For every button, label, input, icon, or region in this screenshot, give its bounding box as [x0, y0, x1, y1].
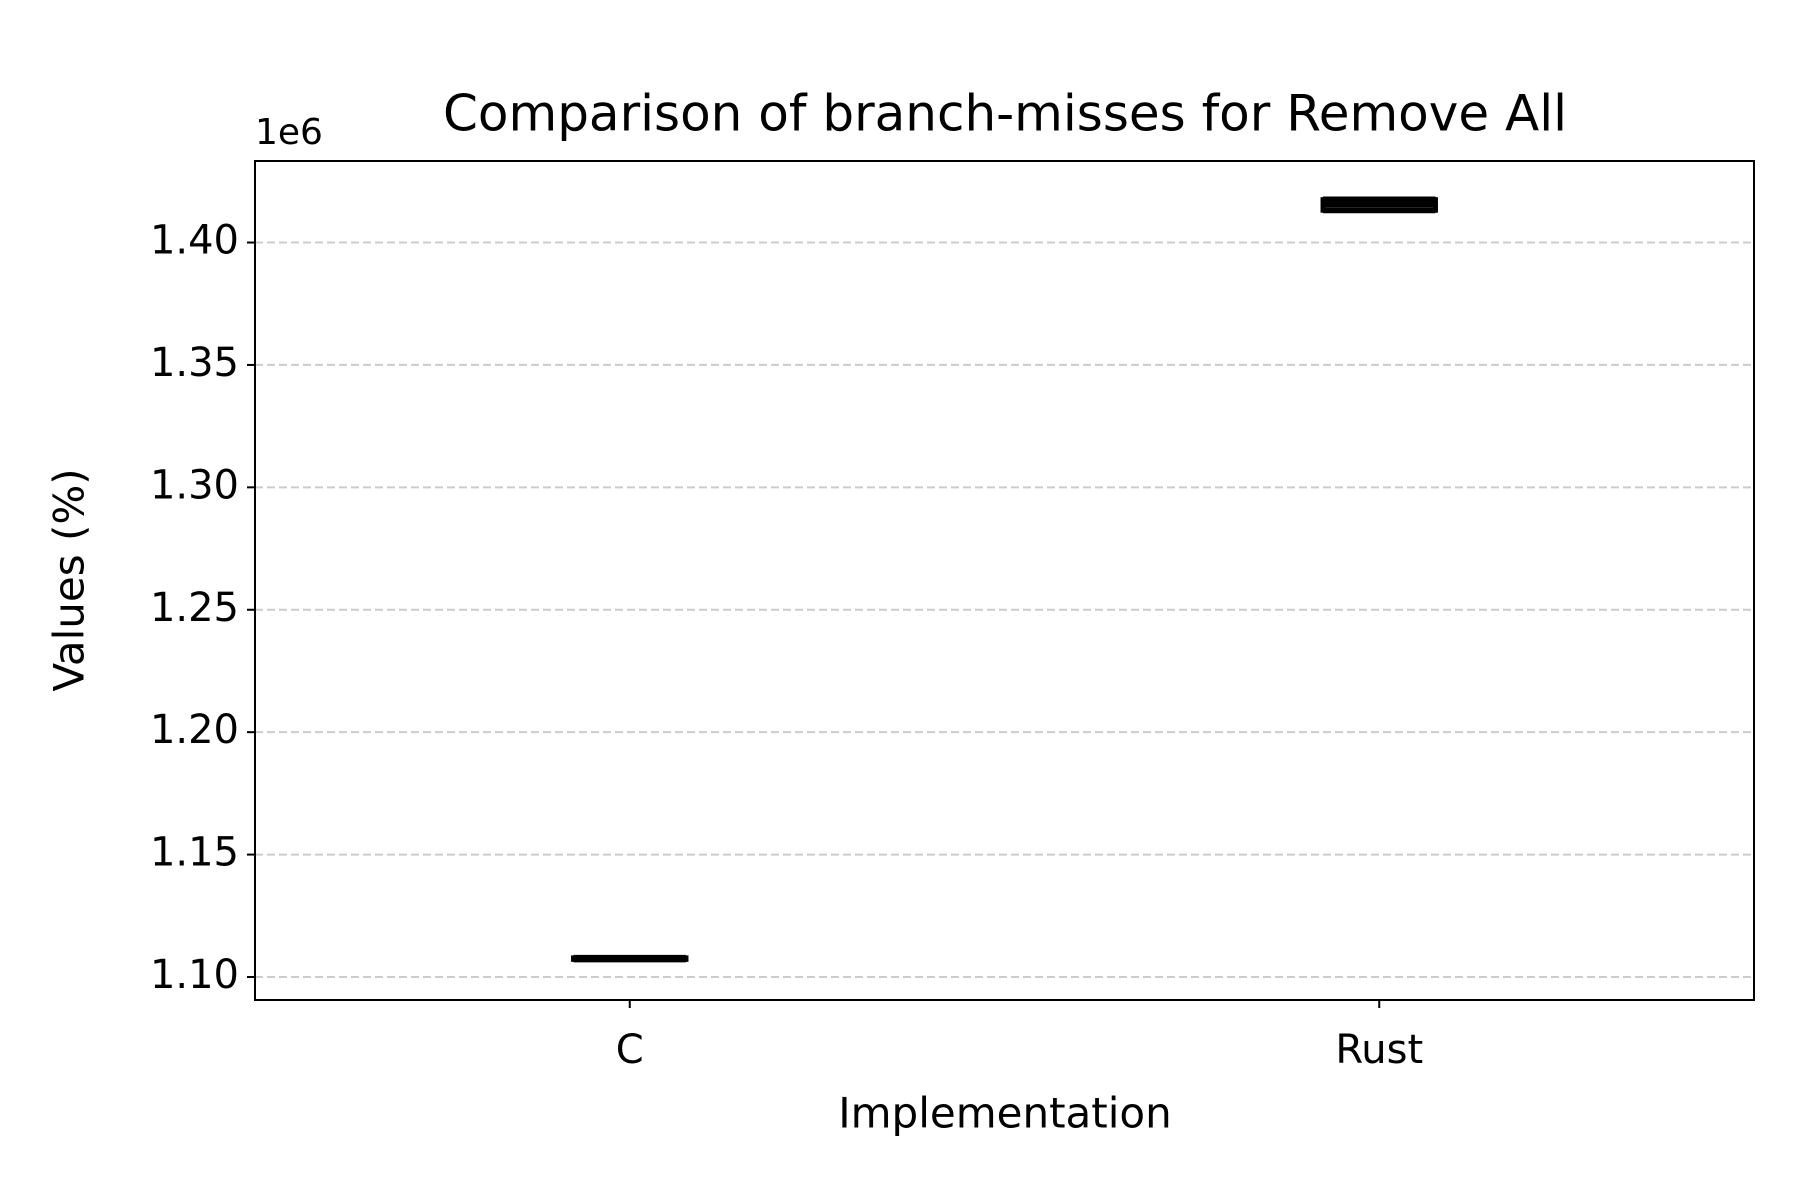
y-axis-label: Values (%): [45, 468, 94, 691]
chart-title: Comparison of branch-misses for Remove A…: [443, 85, 1567, 143]
y-tick-label: 1.15: [150, 830, 239, 876]
y-tick-label: 1.30: [150, 462, 239, 508]
y-offset-label: 1e6: [255, 112, 323, 153]
y-tick-label: 1.40: [150, 218, 239, 264]
y-tick-label: 1.25: [150, 585, 239, 631]
x-axis-label: Implementation: [838, 1089, 1172, 1138]
y-tick-label: 1.35: [150, 340, 239, 386]
x-tick-label: C: [616, 1027, 644, 1073]
y-tick-label: 1.10: [150, 952, 239, 998]
x-tick-label: Rust: [1335, 1027, 1423, 1073]
plot-frame: [254, 160, 1755, 1001]
y-tick-label: 1.20: [150, 707, 239, 753]
